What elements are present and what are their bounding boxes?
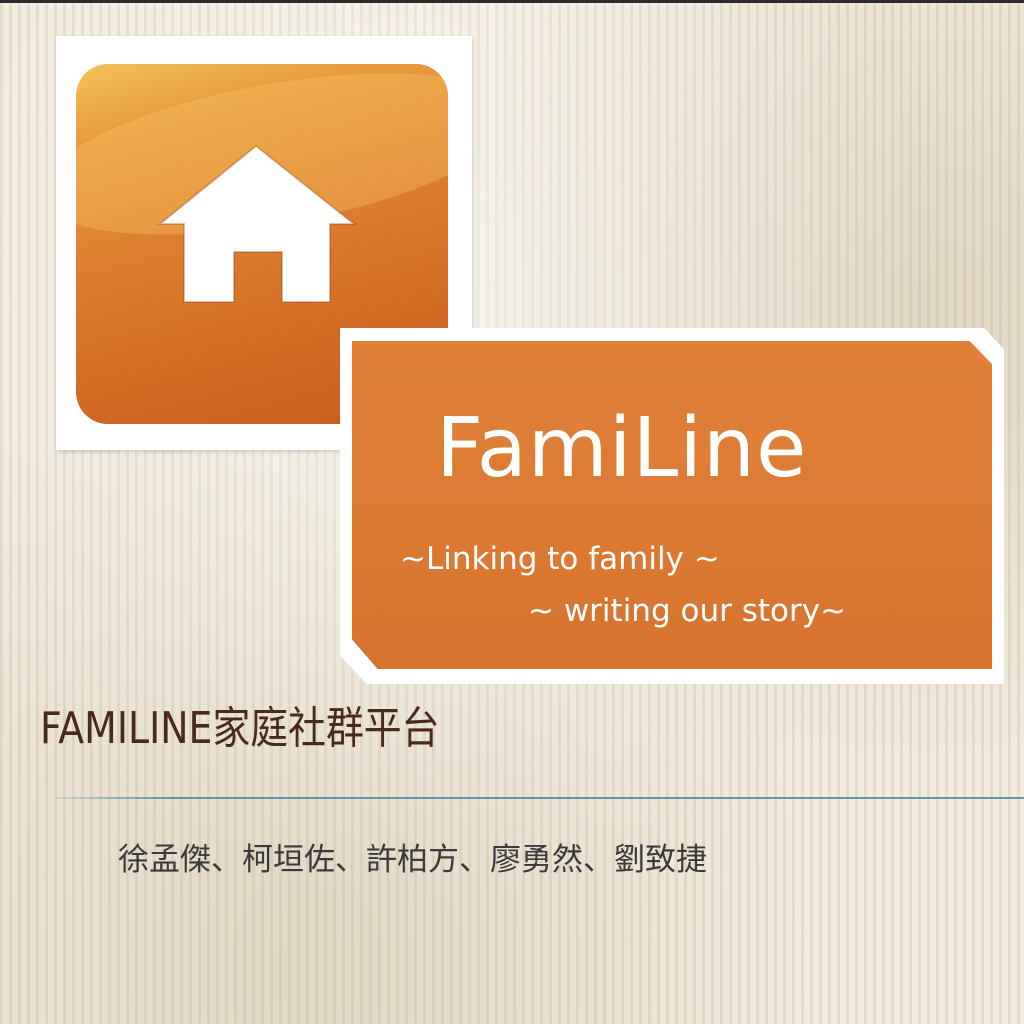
app-icon-frame	[56, 36, 472, 450]
home-icon	[157, 144, 357, 303]
top-border	[0, 0, 1024, 3]
slide-title: FAMILINE家庭社群平台	[40, 703, 440, 754]
author-list: 徐孟傑、柯垣佐、許柏方、廖勇然、劉致捷	[118, 842, 707, 878]
brand-name: FamiLine	[436, 401, 808, 496]
title-divider	[56, 797, 1024, 799]
brand-logo-card: FamiLine ~Linking to family ~ ~ writing …	[340, 328, 1004, 684]
brand-logo-panel: FamiLine ~Linking to family ~ ~ writing …	[352, 341, 992, 669]
brand-tagline-line1: ~Linking to family ~	[400, 541, 720, 577]
brand-tagline-line2: ~ writing our story~	[528, 593, 847, 629]
